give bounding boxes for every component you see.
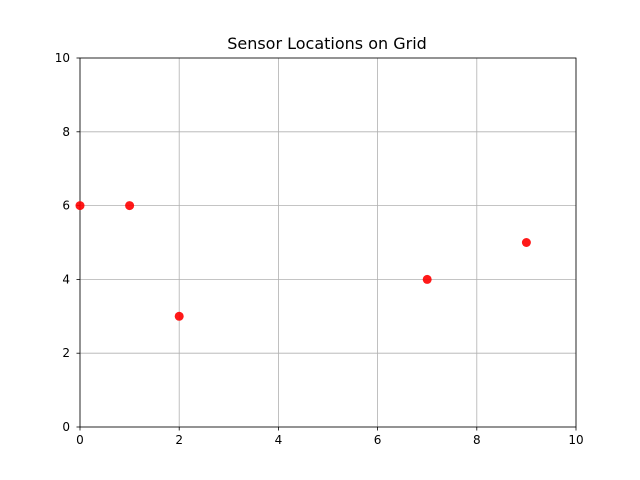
y-tick-label-2: 4: [62, 272, 70, 286]
axes-frame: [79, 57, 577, 428]
x-tick-label-3: 6: [374, 433, 382, 447]
data-point-0: [75, 201, 85, 211]
ticks: 0 2 4 6 8 10 0 2 4 6 8 10: [55, 51, 584, 447]
x-tick-label-0: 0: [76, 433, 84, 447]
y-tick-label-4: 8: [62, 125, 70, 139]
data-point-1: [125, 201, 135, 211]
x-tick-label-1: 2: [175, 433, 183, 447]
y-tick-label-5: 10: [55, 51, 70, 65]
chart-title: Sensor Locations on Grid: [227, 34, 427, 53]
x-tick-label-2: 4: [275, 433, 283, 447]
x-tick-label-5: 10: [568, 433, 583, 447]
data-point-4: [521, 238, 531, 247]
y-tick-label-0: 0: [62, 420, 70, 434]
y-tick-label-1: 2: [62, 346, 70, 360]
data-point-2: [174, 311, 184, 321]
axes: [79, 57, 577, 428]
data-points: [75, 201, 531, 321]
x-tick-label-4: 8: [473, 433, 481, 447]
y-tick-label-3: 6: [62, 199, 70, 213]
data-point-3: [422, 274, 432, 284]
